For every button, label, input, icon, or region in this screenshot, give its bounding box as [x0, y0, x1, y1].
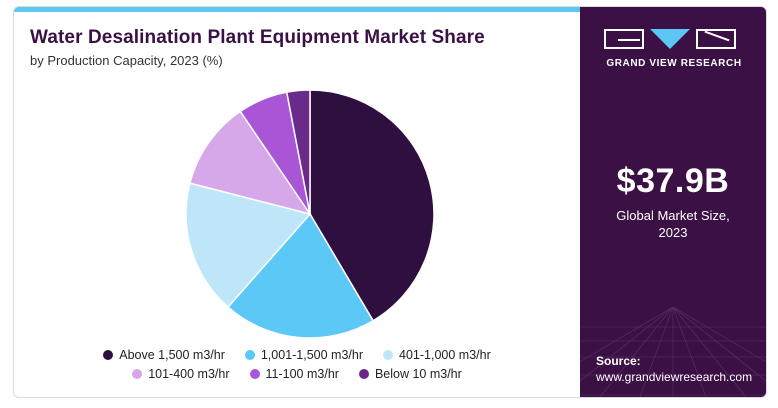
legend-row-2: 101-400 m3/hr 11-100 m3/hr Below 10 m3/h…: [14, 367, 580, 381]
legend-label: Above 1,500 m3/hr: [119, 348, 225, 362]
legend-swatch: [383, 350, 394, 360]
pie-slice-1: [226, 212, 375, 339]
legend-item-101-400: 101-400 m3/hr: [132, 367, 230, 381]
legend-row-1: Above 1,500 m3/hr 1,001-1,500 m3/hr 401-…: [14, 348, 580, 362]
legend-label: 11-100 m3/hr: [265, 367, 339, 381]
accent-bar: [14, 7, 580, 12]
legend-label: 101-400 m3/hr: [148, 367, 230, 381]
pie-chart: [185, 89, 435, 339]
legend-label: Below 10 m3/hr: [374, 367, 462, 381]
logo-mark: [604, 29, 744, 49]
legend-label: 401-1,000 m3/hr: [399, 348, 491, 362]
logo-g-icon: [604, 29, 644, 49]
chart-subtitle: by Production Capacity, 2023 (%): [30, 53, 223, 68]
market-size-value: $37.9B: [616, 162, 730, 200]
legend-swatch: [132, 369, 143, 379]
logo-r-icon: [696, 29, 736, 49]
legend-item-above-1500: Above 1,500 m3/hr: [103, 348, 225, 362]
logo-v-icon: [650, 29, 690, 49]
chart-card: Water Desalination Plant Equipment Marke…: [13, 6, 767, 398]
legend-item-below-10: Below 10 m3/hr: [358, 367, 462, 381]
source-url[interactable]: www.grandviewresearch.com: [596, 370, 753, 384]
legend-swatch: [244, 350, 255, 360]
market-size-label: Global Market Size, 2023: [580, 207, 766, 241]
legend-swatch: [358, 369, 369, 379]
chart-panel: Water Desalination Plant Equipment Marke…: [14, 7, 580, 397]
market-size-label-line-1: Global Market Size,: [616, 208, 730, 223]
legend-swatch: [249, 369, 260, 379]
pie-slice-3: [188, 110, 312, 216]
pie-slice-2: [185, 182, 312, 309]
legend-item-401-1000: 401-1,000 m3/hr: [383, 348, 491, 362]
legend-item-1001-1500: 1,001-1,500 m3/hr: [244, 348, 364, 362]
legend-label: 1,001-1,500 m3/hr: [260, 348, 364, 362]
market-size-stat: $37.9B Global Market Size, 2023: [580, 162, 766, 241]
legend-item-11-100: 11-100 m3/hr: [249, 367, 339, 381]
brand-logo: GRAND VIEW RESEARCH: [604, 29, 744, 69]
market-size-label-line-2: 2023: [658, 225, 688, 240]
brand-name: GRAND VIEW RESEARCH: [606, 58, 742, 69]
legend-swatch: [103, 350, 114, 360]
pie-slice-0: [309, 89, 435, 322]
source-label: Source:: [596, 354, 641, 368]
pie-slice-5: [285, 89, 311, 215]
summary-panel: GRAND VIEW RESEARCH $37.9B Global Market…: [580, 7, 766, 397]
source-note: Source: www.grandviewresearch.com: [596, 353, 752, 385]
chart-title: Water Desalination Plant Equipment Marke…: [30, 27, 485, 48]
perspective-grid-decoration: [580, 307, 766, 397]
